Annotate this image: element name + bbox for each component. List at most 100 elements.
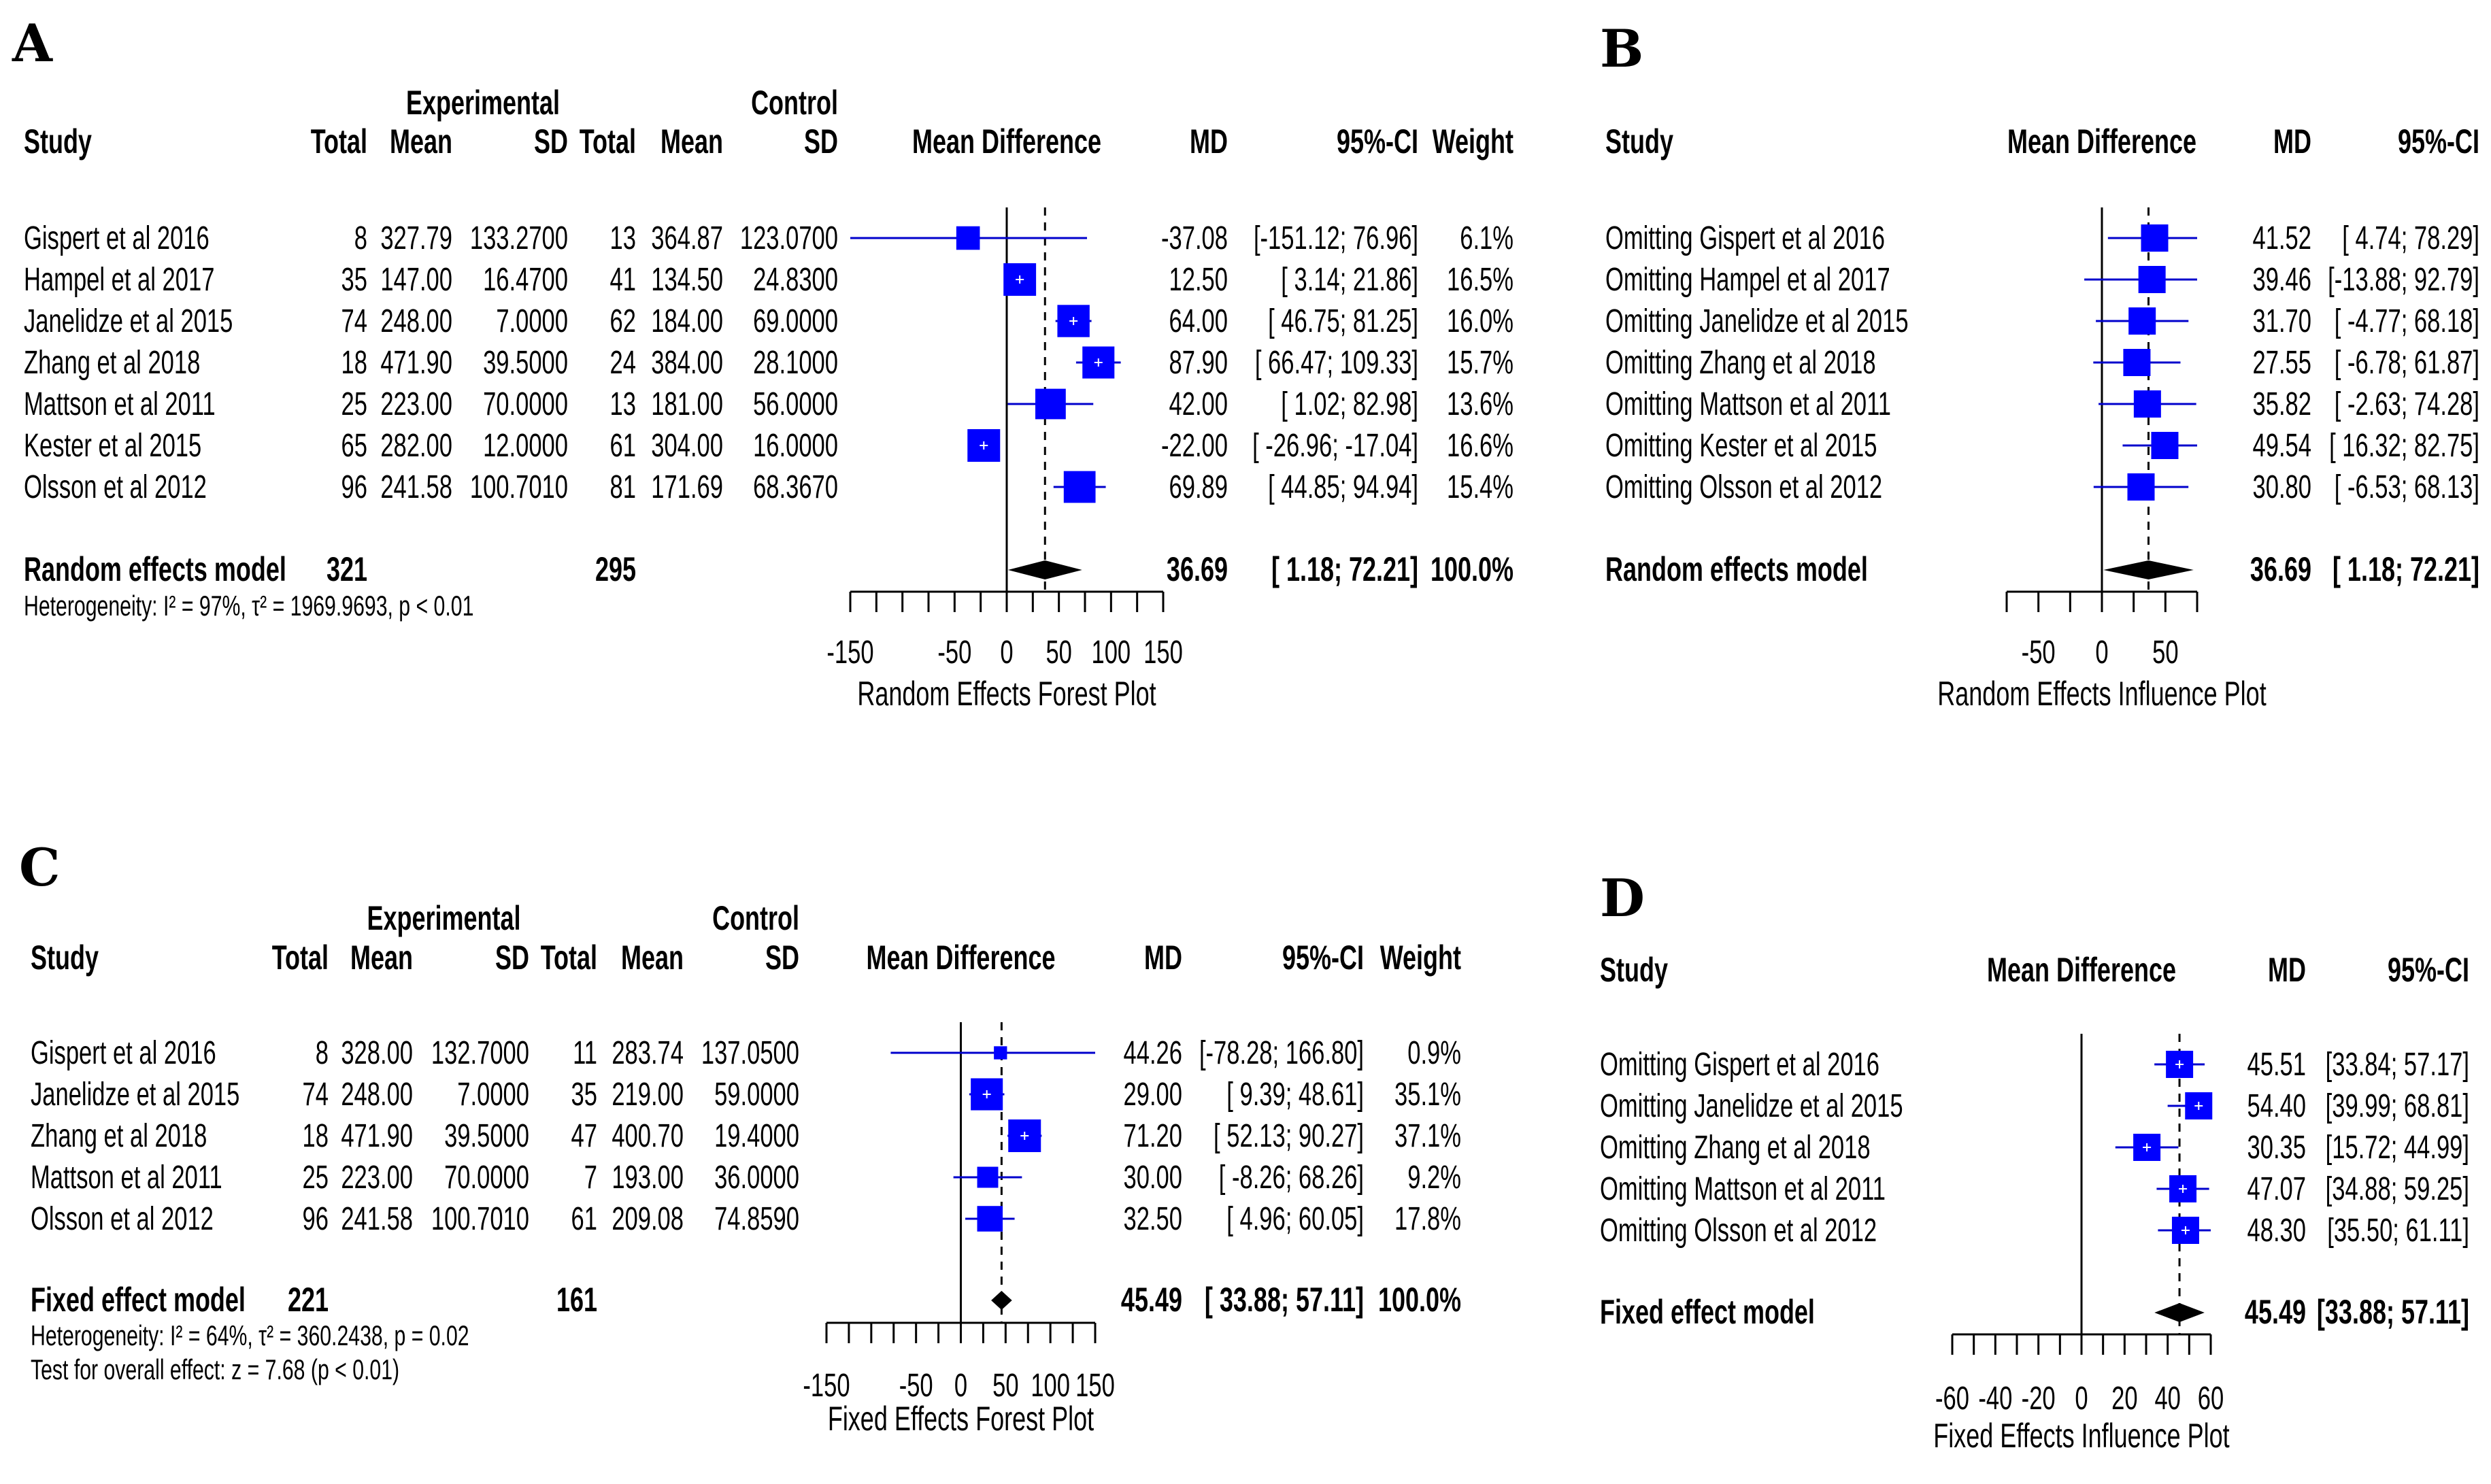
md-value: -22.00 bbox=[1161, 426, 1228, 463]
experimental-sd: 7.0000 bbox=[496, 302, 568, 339]
header-mean: Mean bbox=[661, 123, 723, 161]
header-sd: SD bbox=[534, 123, 568, 161]
summary-experimental-total: 321 bbox=[327, 551, 367, 588]
experimental-mean: 248.00 bbox=[341, 1075, 413, 1112]
study-name: Omitting Mattson et al 2011 bbox=[1600, 1170, 1886, 1207]
weight-value: 6.1% bbox=[1460, 219, 1514, 256]
tick-label: -60 bbox=[1935, 1379, 1969, 1416]
summary-label: Random effects model bbox=[1605, 551, 1868, 588]
effect-square bbox=[977, 1166, 999, 1188]
control-mean: 193.00 bbox=[612, 1158, 684, 1195]
md-value: 49.54 bbox=[2253, 426, 2311, 463]
ci-value: [ -6.53; 68.13] bbox=[2335, 468, 2479, 505]
control-mean: 171.69 bbox=[651, 468, 723, 505]
table-row: Omitting Olsson et al 2012 30.80 [ -6.53; … bbox=[1605, 468, 2479, 505]
tick-label: 50 bbox=[1046, 633, 1071, 670]
ci-value: [ 4.74; 78.29] bbox=[2342, 219, 2479, 256]
panel-label: B bbox=[1600, 18, 1643, 79]
control-sd: 68.3670 bbox=[753, 468, 838, 505]
weight-value: 16.0% bbox=[1447, 302, 1514, 339]
summary-diamond bbox=[2103, 560, 2194, 579]
md-value: 30.35 bbox=[2247, 1128, 2306, 1165]
experimental-mean: 223.00 bbox=[341, 1158, 413, 1195]
control-total: 61 bbox=[571, 1200, 597, 1236]
md-value: 54.40 bbox=[2247, 1087, 2306, 1124]
tick-label: 20 bbox=[2111, 1379, 2137, 1416]
ci-value: [ -8.26; 68.26] bbox=[1219, 1158, 1364, 1195]
header-mean: Mean bbox=[621, 939, 684, 977]
x-axis-label: Fixed Effects Influence Plot bbox=[1933, 1417, 2229, 1455]
control-mean: 283.74 bbox=[612, 1034, 684, 1070]
header-weight: Weight bbox=[1380, 939, 1461, 977]
summary-md: 45.49 bbox=[2245, 1294, 2306, 1331]
md-value: 35.82 bbox=[2253, 385, 2311, 422]
ci-value: [-13.88; 92.79] bbox=[2328, 260, 2479, 297]
tick-label: 100 bbox=[1031, 1366, 1070, 1403]
effect-square bbox=[2141, 224, 2169, 252]
study-name: Zhang et al 2018 bbox=[31, 1117, 207, 1153]
header-experimental: Experimental bbox=[367, 900, 520, 937]
md-value: 27.55 bbox=[2253, 343, 2311, 380]
header-sd: SD bbox=[804, 123, 838, 161]
ci-value: [ -4.77; 68.18] bbox=[2335, 302, 2479, 339]
effect-square bbox=[2123, 349, 2151, 376]
experimental-sd: 100.7010 bbox=[431, 1200, 529, 1236]
table-row: Omitting Mattson et al 2011 47.07 [34.88; … bbox=[1600, 1170, 2469, 1207]
header-study: Study bbox=[24, 123, 92, 161]
md-value: 71.20 bbox=[1124, 1117, 1182, 1153]
header-total: Total bbox=[272, 939, 329, 977]
tick-label: 50 bbox=[992, 1366, 1018, 1403]
summary-experimental-total: 221 bbox=[288, 1281, 329, 1319]
header-total: Total bbox=[541, 939, 597, 977]
experimental-mean: 471.90 bbox=[341, 1117, 413, 1153]
summary-label: Fixed effect model bbox=[31, 1281, 246, 1319]
experimental-mean: 241.58 bbox=[380, 468, 452, 505]
table-row: Hampel et al 2017 35 147.00 16.4700 41 134.50… bbox=[24, 260, 1514, 297]
control-total: 13 bbox=[610, 219, 636, 256]
md-value: 64.00 bbox=[1169, 302, 1228, 339]
x-axis: -150 -50 0 50 100 150 Random Effects Forest Pl… bbox=[826, 590, 1183, 713]
table-row: Omitting Janelidze et al 2015 31.70 [ -4.7… bbox=[1605, 302, 2479, 339]
control-sd: 137.0500 bbox=[701, 1034, 799, 1070]
tick-label: 0 bbox=[2075, 1379, 2088, 1416]
summary-control-total: 295 bbox=[595, 551, 636, 588]
md-value: 31.70 bbox=[2253, 302, 2311, 339]
experimental-total: 96 bbox=[341, 468, 367, 505]
effect-square bbox=[977, 1206, 1003, 1232]
heterogeneity-note: Test for overall effect: z = 7.68 (p < 0… bbox=[31, 1353, 399, 1385]
table-row: Omitting Gispert et al 2016 41.52 [ 4.74; … bbox=[1605, 219, 2479, 256]
control-sd: 36.0000 bbox=[714, 1158, 799, 1195]
ci-value: [ 16.32; 82.75] bbox=[2329, 426, 2479, 463]
summary-md: 36.69 bbox=[2250, 551, 2311, 588]
ci-value: [35.50; 61.11] bbox=[2327, 1211, 2469, 1248]
weight-value: 15.7% bbox=[1447, 343, 1514, 380]
study-name: Omitting Zhang et al 2018 bbox=[1605, 343, 1876, 380]
control-mean: 181.00 bbox=[651, 385, 723, 422]
x-axis-label: Random Effects Influence Plot bbox=[1937, 675, 2266, 713]
header-ci: 95%-CI bbox=[1337, 123, 1418, 161]
study-name: Omitting Gispert et al 2016 bbox=[1600, 1045, 1879, 1082]
experimental-mean: 327.79 bbox=[380, 219, 452, 256]
experimental-total: 8 bbox=[316, 1034, 329, 1070]
effect-square bbox=[1063, 471, 1096, 503]
md-value: 44.26 bbox=[1124, 1034, 1182, 1070]
ci-value: [ 1.02; 82.98] bbox=[1281, 385, 1418, 422]
summary-row: Random effects model 321 295 36.69 [ 1.18; 7… bbox=[24, 551, 1514, 588]
table-row: Kester et al 2015 65 282.00 12.0000 61 304.00… bbox=[24, 426, 1514, 463]
control-total: 13 bbox=[610, 385, 636, 422]
summary-ci: [33.88; 57.11] bbox=[2317, 1294, 2469, 1331]
weight-value: 17.8% bbox=[1394, 1200, 1461, 1236]
effect-square bbox=[2133, 390, 2161, 418]
study-name: Olsson et al 2012 bbox=[31, 1200, 214, 1236]
header-control: Control bbox=[712, 900, 799, 937]
summary-diamond bbox=[1007, 560, 1082, 579]
control-sd: 56.0000 bbox=[753, 385, 838, 422]
table-row: Olsson et al 2012 96 241.58 100.7010 61 209.0… bbox=[31, 1200, 1461, 1236]
header-md: MD bbox=[1144, 939, 1182, 977]
study-name: Omitting Kester et al 2015 bbox=[1605, 426, 1877, 463]
study-name: Omitting Zhang et al 2018 bbox=[1600, 1128, 1871, 1165]
experimental-sd: 70.0000 bbox=[444, 1158, 529, 1195]
header-ci: 95%-CI bbox=[2388, 951, 2469, 989]
tick-label: -40 bbox=[1978, 1379, 2012, 1416]
summary-weight: 100.0% bbox=[1431, 551, 1514, 588]
